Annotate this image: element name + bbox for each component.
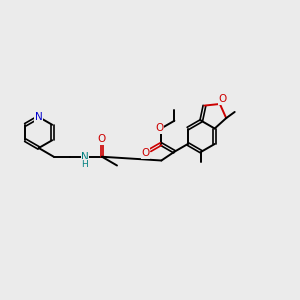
Text: N: N (35, 112, 43, 122)
Text: O: O (156, 123, 164, 133)
Text: O: O (218, 94, 227, 104)
Text: H: H (82, 160, 88, 169)
Text: O: O (98, 134, 106, 144)
Text: N: N (81, 152, 89, 162)
Text: O: O (141, 148, 149, 158)
